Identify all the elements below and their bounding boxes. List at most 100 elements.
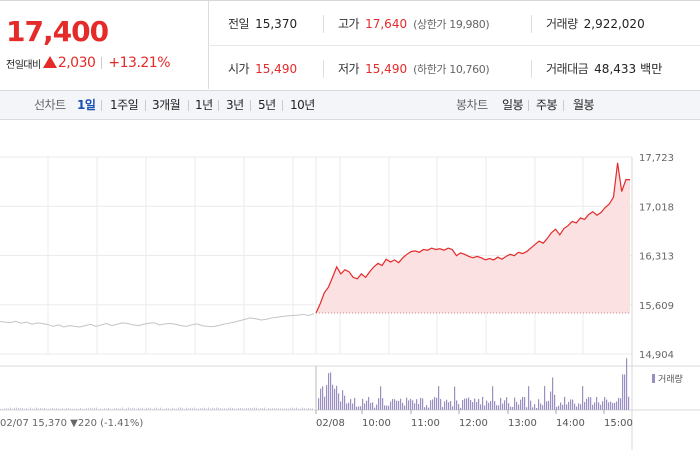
- volume-bar: [422, 398, 424, 410]
- volume-bar: [258, 408, 259, 410]
- volume-bar: [532, 407, 534, 410]
- volume-bar: [600, 404, 602, 410]
- volume-bar: [218, 407, 219, 410]
- volume-bar: [528, 386, 530, 410]
- volume-bar: [590, 397, 592, 410]
- price-line: [315, 162, 630, 314]
- volume-bar: [358, 406, 360, 410]
- volume-bar: [438, 386, 440, 410]
- volume-bar: [444, 401, 446, 410]
- volume-bar: [356, 406, 358, 410]
- chart-toolbar: 선차트 1일 1주일 3개월 1년 3년 5년 10년 봉차트 일봉 주봉 월봉: [0, 90, 700, 120]
- volume-value: 2,922,020: [583, 16, 645, 31]
- volume-bar: [78, 408, 79, 410]
- volume-bar: [176, 408, 177, 410]
- low-stat: 저가 15,490 (하한가 10,760): [338, 46, 490, 91]
- toolbar-divider: [101, 100, 102, 111]
- volume-bar: [366, 400, 368, 410]
- line-chart-label: 선차트: [34, 98, 66, 112]
- volume-bar: [120, 408, 121, 410]
- volume-bar: [610, 401, 612, 410]
- amount-stat: 거래대금 48,433 백만: [546, 46, 662, 91]
- volume-bar: [360, 406, 362, 410]
- volume-bar: [542, 405, 544, 410]
- y-tick-label: 15,609: [639, 301, 674, 312]
- toolbar-divider: [145, 100, 146, 111]
- volume-bar: [202, 408, 203, 410]
- price-panel: 17,400 전일대비 2,030 +13.21%: [0, 1, 209, 89]
- volume-bar: [200, 408, 201, 410]
- monthly-candle-button[interactable]: 월봉: [573, 98, 595, 112]
- period-5y-button[interactable]: 5년: [258, 98, 276, 112]
- open-value: 15,490: [255, 61, 298, 76]
- volume-bar: [180, 407, 181, 410]
- volume-bar: [354, 397, 356, 410]
- daily-candle-button[interactable]: 일봉: [502, 98, 524, 112]
- volume-bar: [104, 408, 105, 410]
- toolbar-divider: [250, 100, 251, 111]
- period-1y-button[interactable]: 1년: [195, 98, 213, 112]
- stats-row-1: 전일 15,370 고가 17,640 (상한가 19,980) 거래량 2,9…: [210, 1, 700, 46]
- volume-bar: [108, 407, 109, 410]
- weekly-candle-button[interactable]: 주봉: [536, 98, 558, 112]
- volume-bar: [538, 399, 540, 410]
- volume-bar: [606, 399, 608, 410]
- volume-bar: [112, 408, 113, 410]
- volume-bar: [456, 400, 458, 410]
- volume-bar: [294, 408, 295, 410]
- high-label: 고가: [338, 17, 360, 31]
- volume-bar: [592, 404, 594, 410]
- period-1w-button[interactable]: 1주일: [110, 98, 139, 112]
- volume-bar: [398, 400, 400, 410]
- volume-bar: [602, 401, 604, 410]
- volume-bar: [458, 404, 460, 410]
- volume-bar: [272, 408, 273, 410]
- volume-bar: [4, 408, 5, 410]
- volume-bar: [580, 404, 582, 410]
- volume-bar: [506, 397, 508, 410]
- period-3m-button[interactable]: 3개월: [152, 98, 181, 112]
- volume-bar: [478, 398, 480, 410]
- volume-bar: [128, 407, 129, 410]
- volume-bar: [608, 402, 610, 410]
- volume-bars: [0, 358, 630, 410]
- amount-value: 48,433: [594, 61, 637, 76]
- prev-close-stat: 전일 15,370: [228, 1, 297, 46]
- volume-bar: [36, 407, 37, 410]
- period-3y-button[interactable]: 3년: [226, 98, 244, 112]
- volume-bar: [238, 408, 239, 410]
- volume-bar: [148, 408, 149, 410]
- volume-bar: [196, 408, 197, 410]
- volume-bar: [220, 408, 221, 410]
- stat-divider: [531, 15, 532, 33]
- volume-bar: [256, 407, 257, 410]
- volume-bar: [372, 402, 374, 410]
- volume-bar: [280, 408, 281, 410]
- volume-bar: [572, 399, 574, 410]
- volume-legend-swatch: [652, 374, 655, 383]
- volume-bar: [132, 407, 133, 410]
- high-value: 17,640: [365, 16, 408, 31]
- volume-bar: [72, 408, 73, 410]
- volume-bar: [100, 408, 101, 410]
- volume-bar: [492, 386, 494, 410]
- upper-limit: (상한가 19,980): [413, 17, 490, 31]
- volume-bar: [88, 408, 89, 410]
- volume-stat: 거래량 2,922,020: [546, 1, 645, 46]
- volume-bar: [86, 408, 87, 410]
- volume-bar: [244, 408, 245, 410]
- volume-bar: [242, 408, 243, 410]
- period-10y-button[interactable]: 10년: [290, 98, 315, 112]
- volume-bar: [554, 394, 556, 410]
- volume-bar: [138, 407, 139, 410]
- volume-bar: [480, 404, 482, 410]
- volume-bar: [24, 408, 25, 410]
- volume-bar: [62, 407, 63, 410]
- volume-bar: [284, 408, 285, 410]
- volume-bar: [156, 407, 157, 410]
- period-1d-button[interactable]: 1일: [77, 98, 96, 112]
- volume-bar: [270, 408, 271, 410]
- stat-divider: [323, 60, 324, 78]
- volume-bar: [442, 407, 444, 410]
- volume-bar: [206, 408, 207, 410]
